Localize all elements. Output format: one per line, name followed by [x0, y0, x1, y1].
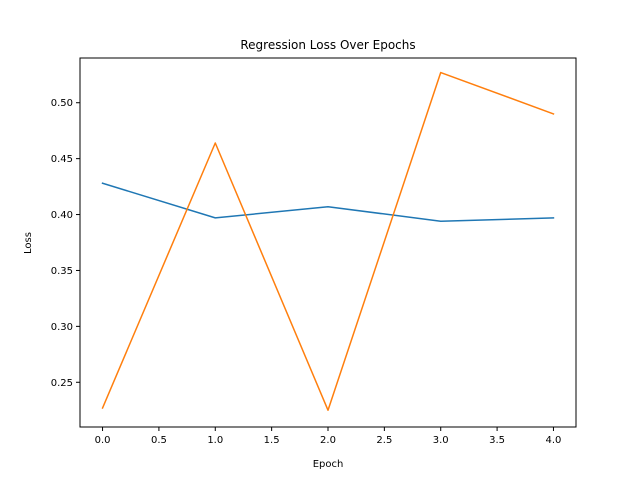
x-tick-label: 0.5	[151, 435, 167, 446]
x-tick-label: 2.0	[320, 435, 336, 446]
series-layer	[101, 71, 555, 411]
y-tick-label: 0.30	[51, 322, 73, 333]
y-axis-label: Loss	[23, 232, 34, 254]
series-line-2	[101, 71, 555, 411]
y-tick-label: 0.25	[51, 378, 73, 389]
x-tick-label: 0.0	[95, 435, 111, 446]
chart-title: Regression Loss Over Epochs	[240, 38, 415, 52]
y-tick-label: 0.35	[51, 266, 73, 277]
y-tick-label: 0.50	[51, 98, 73, 109]
x-axis-ticks: 0.0 0.5 1.0 1.5 2.0 2.5 3.0 3.5 4.0	[95, 427, 562, 446]
x-axis-label: Epoch	[313, 459, 344, 470]
series-line-1	[101, 182, 555, 223]
x-tick-label: 1.5	[264, 435, 280, 446]
x-tick-label: 4.0	[546, 435, 562, 446]
x-tick-label: 3.5	[489, 435, 505, 446]
y-tick-label: 0.40	[51, 210, 73, 221]
x-tick-label: 1.0	[207, 435, 223, 446]
x-tick-label: 2.5	[376, 435, 392, 446]
y-tick-label: 0.45	[51, 154, 73, 165]
x-tick-label: 3.0	[433, 435, 449, 446]
y-axis-ticks: 0.25 0.30 0.35 0.40 0.45 0.50	[51, 98, 80, 389]
